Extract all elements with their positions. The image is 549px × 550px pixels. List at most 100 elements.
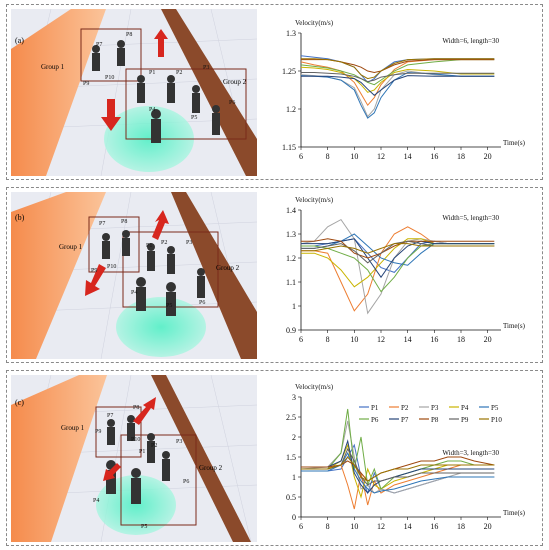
scene-b-p8: P8 [121, 219, 127, 225]
scene-b-p10: P10 [107, 264, 116, 270]
scene-c-p7: P7 [107, 413, 113, 419]
scene-a-p2: P2 [176, 70, 182, 76]
scene-c-p10: P10 [131, 437, 140, 443]
x-tick-label: 20 [484, 335, 492, 344]
legend-label: P4 [461, 404, 469, 412]
x-tick-label: 8 [326, 152, 330, 161]
x-tick-label: 10 [350, 152, 358, 161]
series-line [300, 59, 495, 107]
x-tick-label: 12 [377, 522, 385, 531]
series-line [301, 456, 495, 482]
y-tick-label: 0.9 [286, 326, 296, 335]
series-line [301, 408, 495, 490]
legend-label: P1 [371, 404, 379, 412]
scene-b: (b) Group 1 Group 2 P1 P2 P3 P4 P5 P6 P7… [11, 192, 257, 359]
chart-c: 0 0.5 1 1.5 2 2.5 3 6 8 10 12 14 16 18 20 Velocity(m/s)… [269, 371, 539, 545]
chart-b: 0.9 1 1.1 1.2 1.3 1.4 6 8 10 12 14 16 18 20 Velocity(m… [269, 188, 539, 362]
series-line [301, 75, 495, 96]
legend-label: P3 [431, 404, 439, 412]
y-tick-label: 0 [292, 513, 296, 522]
scene-c-p9: P9 [95, 429, 101, 435]
y-axis-label: Velocity(m/s) [295, 383, 334, 391]
x-tick-label: 6 [299, 335, 303, 344]
legend-label: P2 [401, 404, 409, 412]
scene-a-p1: P1 [149, 70, 155, 76]
x-tick-label: 14 [404, 335, 412, 344]
series-line [301, 464, 495, 510]
y-tick-label: 3 [292, 393, 296, 402]
scene-a: (a) Group 1 Group 2 P1 P2 P3 P4 P5 P6 P7… [11, 9, 257, 176]
x-tick-label: 16 [430, 522, 438, 531]
y-tick-label: 1.3 [286, 29, 296, 38]
scene-c-label: (c) [15, 398, 24, 407]
chart-annotation: Width=3, length=30 [442, 449, 499, 457]
y-tick-label: 2.5 [286, 413, 296, 422]
y-tick-label: 1.2 [286, 254, 296, 263]
x-tick-label: 12 [377, 335, 385, 344]
scene-c-p4: P4 [93, 498, 99, 504]
panel-b: (b) Group 1 Group 2 P1 P2 P3 P4 P5 P6 P7… [6, 187, 543, 363]
x-tick-label: 14 [404, 152, 412, 161]
scene-b-p1: P1 [146, 243, 152, 249]
scene-a-group1: Group 1 [41, 63, 65, 71]
scene-c-group1: Group 1 [61, 424, 85, 432]
x-tick-label: 18 [457, 335, 465, 344]
scene-a-p5: P5 [191, 115, 197, 121]
scene-a-p10: P10 [105, 75, 114, 81]
x-tick-label: 18 [457, 522, 465, 531]
scene-a-p4: P4 [149, 107, 155, 113]
chart-c-svg: 0 0.5 1 1.5 2 2.5 3 6 8 10 12 14 16 18 20 Velocity(m/s)… [286, 383, 526, 531]
x-tick-label: 18 [457, 152, 465, 161]
legend-label: P9 [461, 416, 469, 424]
x-tick-label: 10 [350, 522, 358, 531]
series-line [300, 218, 495, 315]
series-line [300, 420, 495, 494]
scene-b-p3: P3 [186, 240, 192, 246]
chart-annotation: Width=6, length=30 [442, 37, 499, 45]
y-tick-label: 1.1 [286, 278, 296, 287]
chart-annotation: Width=5, length=30 [442, 214, 499, 222]
y-tick-label: 1.15 [282, 143, 296, 152]
scene-b-p4: P4 [131, 290, 137, 296]
scene-b-p6: P6 [199, 300, 205, 306]
x-axis-label: Time(s) [503, 139, 526, 147]
y-tick-label: 2 [292, 433, 296, 442]
scene-b-p7: P7 [99, 221, 105, 227]
scene-b-p2: P2 [161, 240, 167, 246]
legend-label: P8 [431, 416, 439, 424]
scene-a-image: (a) Group 1 Group 2 P1 P2 P3 P4 P5 P6 P7… [11, 9, 257, 176]
chart-a-svg: 1.15 1.2 1.25 1.3 6 8 10 12 14 16 18 20 Velocity(m/s… [282, 19, 526, 161]
scene-b-group2: Group 2 [216, 264, 240, 272]
scene-a-p9: P9 [83, 81, 89, 87]
legend-label: P5 [491, 404, 499, 412]
scene-b-group1: Group 1 [59, 243, 83, 251]
series-line [301, 451, 495, 494]
legend-label: P10 [491, 416, 502, 424]
scene-a-p3: P3 [203, 65, 209, 71]
scene-a-label: (a) [15, 36, 24, 45]
series-line [301, 238, 495, 279]
series-line [301, 243, 495, 293]
y-tick-label: 1.5 [286, 453, 296, 462]
scene-c-p5: P5 [141, 524, 147, 530]
scene-b-label: (b) [15, 213, 25, 222]
scene-c-p3: P3 [176, 439, 182, 445]
y-tick-label: 0.5 [286, 493, 296, 502]
y-tick-label: 1.3 [286, 230, 296, 239]
scene-c-p2: P2 [151, 443, 157, 449]
scene-a-group2: Group 2 [223, 78, 247, 86]
x-tick-label: 8 [326, 335, 330, 344]
y-tick-label: 1 [292, 302, 296, 311]
scene-c-p6: P6 [183, 479, 189, 485]
chart-a: 1.15 1.2 1.25 1.3 6 8 10 12 14 16 18 20 Velocity(m/s… [269, 5, 539, 179]
x-tick-label: 6 [299, 152, 303, 161]
scene-c-image: (c) Group 1 Group 2 P1 P2 P3 P4 P5 P6 P7… [11, 375, 257, 542]
chart-b-svg: 0.9 1 1.1 1.2 1.3 1.4 6 8 10 12 14 16 18 20 Velocity(m… [286, 196, 526, 344]
series-line [301, 243, 495, 254]
scene-c-group2: Group 2 [199, 464, 223, 472]
panel-c: (c) Group 1 Group 2 P1 P2 P3 P4 P5 P6 P7… [6, 370, 543, 546]
scene-b-p9: P9 [91, 268, 97, 274]
legend-label: P7 [401, 416, 409, 424]
x-tick-label: 20 [484, 152, 492, 161]
y-axis-label: Velocity(m/s) [295, 19, 334, 27]
